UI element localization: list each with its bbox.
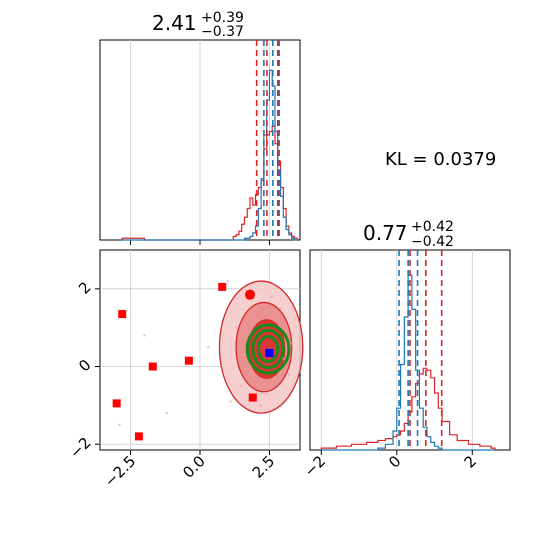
joint-2d-sample-dot: [282, 357, 285, 360]
joint-2d-sample-dot: [287, 373, 291, 376]
marginal-param1-title-value: 2.41: [152, 11, 197, 35]
joint-2d-sample-dot: [240, 384, 243, 388]
joint-2d-red-square-marker: [112, 399, 121, 408]
marginal-param1-title-minus: −0.37: [201, 24, 244, 40]
joint-2d-red-square-marker: [184, 356, 193, 365]
joint-2d-sample-dot: [243, 353, 246, 357]
joint-2d-y-tick-label: 0: [75, 356, 94, 375]
joint-2d-red-square-marker: [118, 310, 127, 319]
joint-2d-red-square-marker: [148, 362, 157, 371]
joint-2d-sample-dot: [271, 295, 274, 298]
joint-2d-sample-dot: [234, 326, 238, 329]
joint-2d-panel: −2.5 0.0 2.5 −2 0 2: [66, 249, 304, 491]
joint-2d-x-tick-label: 0.0: [179, 452, 209, 482]
marginal-param2-title-value: 0.77: [363, 221, 408, 245]
marginal-param1-blue-histogram: [122, 69, 298, 241]
joint-2d-x-ticks: −2.5 0.0 2.5: [101, 450, 278, 491]
marginal-param1-title-plus: +0.39: [201, 10, 244, 26]
joint-2d-sample-dot: [259, 404, 263, 407]
joint-2d-sample-dot: [248, 373, 252, 376]
kl-label: KL = 0.0379: [385, 149, 496, 170]
joint-2d-sample-dot: [279, 307, 282, 310]
joint-2d-x-tick-label: 2.5: [249, 452, 279, 482]
marginal-param2-x-tick-label: −2: [301, 452, 329, 480]
joint-2d-sample-dot: [254, 318, 257, 322]
joint-2d-sample-dot: [284, 330, 288, 333]
joint-2d-sample-dot: [290, 342, 293, 345]
joint-2d-sample-dot: [207, 345, 210, 349]
joint-2d-green-contour: [256, 335, 280, 363]
joint-2d-red-square-marker: [134, 432, 143, 441]
joint-2d-y-tick-label: 2: [75, 278, 94, 297]
marginal-param2-blue-histogram: [321, 274, 495, 451]
joint-2d-sample-dot: [226, 279, 229, 283]
marginal-param2-quantile-lines: [398, 250, 443, 450]
joint-2d-red-square-marker: [218, 282, 227, 291]
joint-2d-points: [112, 279, 293, 441]
joint-2d-green-contour: [251, 328, 285, 370]
joint-2d-sample-dot: [229, 400, 232, 403]
joint-2d-blue-square-marker: [265, 348, 274, 357]
joint-2d-sample-dot: [273, 376, 277, 380]
marginal-param2-x-ticks: −2 0 2: [301, 450, 480, 480]
marginal-param2-title-plus: +0.42: [411, 219, 454, 235]
marginal-param2-x-tick-label: 0: [385, 452, 404, 471]
marginal-param1-panel: 2.41 +0.39 −0.37: [99, 10, 301, 245]
marginal-param2-panel: −2 0 2 0.77 +0.42 −0.42: [301, 219, 511, 480]
joint-2d-contours: [218, 280, 304, 414]
marginal-param1-histograms: [121, 69, 298, 241]
joint-2d-sample-dot: [165, 411, 168, 415]
joint-2d-sample-dot: [143, 334, 146, 337]
marginal-param1-quantile-lines: [255, 40, 280, 240]
marginal-param2-title-minus: −0.42: [411, 234, 454, 250]
joint-2d-x-tick-label: −2.5: [101, 452, 139, 490]
joint-2d-sample-dot: [118, 423, 121, 426]
joint-2d-green-contour: [245, 323, 291, 375]
joint-2d-y-ticks: −2 0 2: [66, 278, 100, 462]
joint-2d-y-tick-label: −2: [66, 434, 94, 462]
marginal-param2-x-tick-label: 2: [461, 452, 480, 471]
joint-2d-sample-dot: [265, 392, 268, 395]
joint-2d-red-circle-marker: [245, 289, 255, 300]
joint-2d-red-square-marker: [248, 393, 257, 402]
